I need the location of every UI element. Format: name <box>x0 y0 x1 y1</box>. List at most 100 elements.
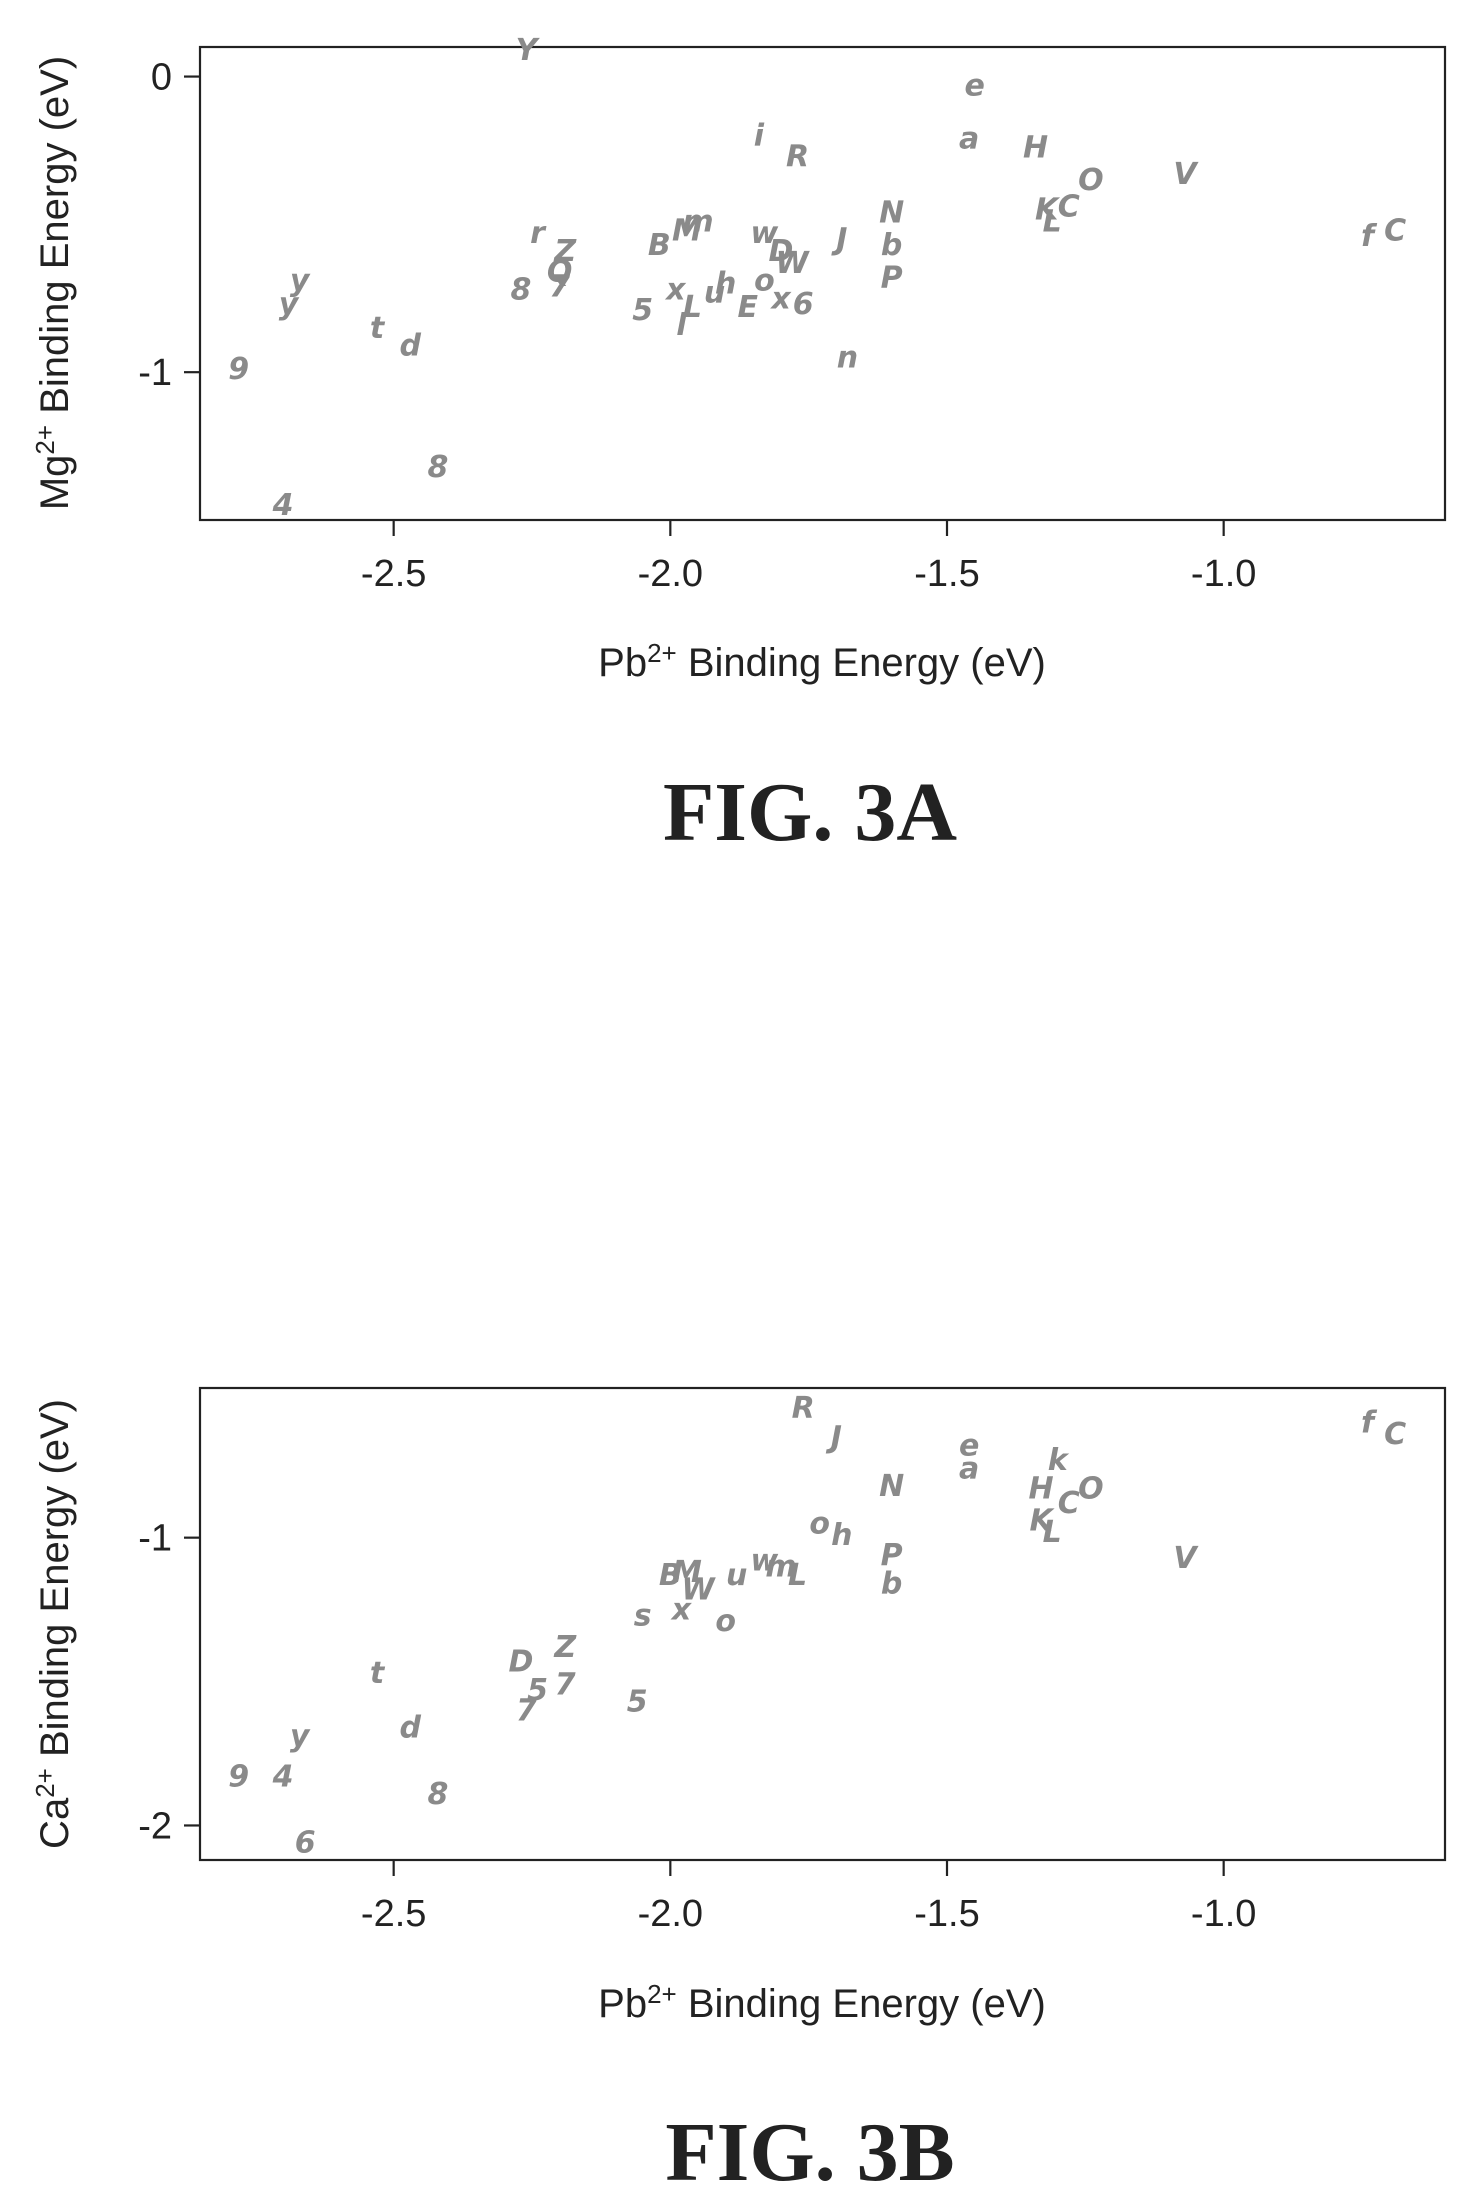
scatter-point: b <box>881 228 902 263</box>
y-tick-label: -1 <box>138 352 172 394</box>
scatter-point: M <box>672 213 702 248</box>
scatter-point: Q <box>547 255 573 290</box>
y-axis-title: Ca2+ Binding Energy (eV) <box>30 1399 77 1849</box>
scatter-point: x <box>670 1593 693 1628</box>
x-tick-label: -1.0 <box>1191 553 1256 595</box>
scatter-point: o <box>809 1506 830 1541</box>
y-tick-label: -1 <box>138 1518 172 1560</box>
y-axis-title: Mg2+ Binding Energy (eV) <box>30 56 77 510</box>
scatter-point: L <box>1043 1515 1062 1550</box>
scatter-point: h <box>831 1518 852 1553</box>
scatter-point: u <box>726 1558 747 1593</box>
scatter-point: d <box>400 329 422 364</box>
scatter-point: P <box>881 261 903 296</box>
scatter-point: 7 <box>555 1667 576 1702</box>
figure-caption: FIG. 3A <box>663 766 957 859</box>
scatter-point: Z <box>553 234 577 269</box>
scatter-point: 9 <box>228 352 249 387</box>
scatter-point: R <box>786 139 809 174</box>
y-axis-ticks: 0 -1 <box>138 57 200 394</box>
scatter-point: B <box>648 228 671 263</box>
x-tick-label: -1.0 <box>1191 1893 1256 1935</box>
scatter-point: J <box>826 1420 842 1455</box>
scatter-point: d <box>400 1711 422 1746</box>
scatter-point: 5 <box>627 1685 648 1720</box>
scatter-point: 9 <box>228 1760 249 1795</box>
x-axis-ticks: -2.5 -2.0 -1.5 -1.0 <box>361 1860 1256 1935</box>
scatter-point: L <box>788 1558 807 1593</box>
scatter-point: 5 <box>527 1673 548 1708</box>
scatter-point: 4 <box>272 1760 294 1795</box>
scatter-point: s <box>634 1598 652 1633</box>
scatter-point: 6 <box>793 287 814 322</box>
scatter-point: V <box>1173 157 1199 192</box>
scatter-point: y <box>290 264 311 299</box>
y-tick-label: 0 <box>151 57 172 99</box>
scatter-point: b <box>881 1567 902 1602</box>
scatter-point: e <box>964 68 984 103</box>
x-axis-title: Pb2+ Binding Energy (eV) <box>598 638 1046 685</box>
scatter-point: k <box>1048 1443 1070 1478</box>
scatter-point: 5 <box>632 293 653 328</box>
x-axis-title: Pb2+ Binding Energy (eV) <box>598 1979 1046 2026</box>
scatter-point: i <box>754 119 765 154</box>
scatter-point: C <box>1384 213 1406 248</box>
scatter-point: 8 <box>427 450 448 485</box>
scatter-point: C <box>1058 190 1080 225</box>
scatter-point: o <box>715 1604 736 1639</box>
scatter-point: a <box>959 1452 979 1487</box>
scatter-point: n <box>837 340 858 375</box>
scatter-point: 8 <box>427 1777 448 1812</box>
scatter-point: 8 <box>510 272 531 307</box>
scatter-point: H <box>1029 1472 1054 1507</box>
scatter-point: 7 <box>549 269 570 304</box>
scatter-point: M <box>672 1555 702 1590</box>
y-tick-label: -2 <box>138 1805 172 1847</box>
scatter-point: u <box>704 275 725 310</box>
scatter-point: B <box>659 1558 682 1593</box>
x-tick-label: -1.5 <box>914 553 979 595</box>
x-axis-ticks: -2.5 -2.0 -1.5 -1.0 <box>361 520 1256 595</box>
scatter-point: m <box>682 204 713 239</box>
scatter-point: C <box>1058 1486 1080 1521</box>
scatter-point: y <box>290 1719 311 1754</box>
scatter-point: x <box>664 272 687 307</box>
scatter-point: V <box>1173 1541 1199 1576</box>
scatter-point: a <box>959 122 979 157</box>
plot-frame <box>198 45 1447 522</box>
scatter-point: R <box>792 1391 815 1426</box>
scatter-point: e <box>959 1429 979 1464</box>
scatter-point: N <box>879 1469 904 1504</box>
scatter-point: H <box>1023 131 1048 166</box>
scatter-point: m <box>765 1549 796 1584</box>
x-tick-label: -2.5 <box>361 1893 426 1935</box>
scatter-point: E <box>738 290 759 325</box>
scatter-point: t <box>370 1656 386 1691</box>
scatter-point: K <box>1035 193 1061 228</box>
scatter-point: D <box>769 234 794 269</box>
scatter-point: x <box>769 281 792 316</box>
scatter-point: l <box>676 308 687 343</box>
scatter-point: J <box>831 222 847 257</box>
x-tick-label: -2.0 <box>638 1893 703 1935</box>
scatter-point: 6 <box>295 1826 316 1861</box>
x-tick-label: -2.5 <box>361 553 426 595</box>
scatter-point: Z <box>553 1630 577 1665</box>
scatter-point: 4 <box>272 488 294 523</box>
scatter-point: h <box>715 267 736 302</box>
scatter-point: f <box>1361 1406 1378 1441</box>
scatter-point: P <box>881 1538 903 1573</box>
scatter-point: K <box>1029 1503 1055 1538</box>
scatter-point: y <box>279 287 300 322</box>
x-tick-label: -1.5 <box>914 1893 979 1935</box>
x-tick-label: -2.0 <box>638 553 703 595</box>
scatter-point: Y <box>516 33 541 68</box>
scatter-point: 7 <box>516 1693 537 1728</box>
y-axis-ticks: -1 -2 <box>138 1518 200 1847</box>
scatter-point: w <box>751 216 779 251</box>
scatter-point: W <box>681 1572 716 1607</box>
